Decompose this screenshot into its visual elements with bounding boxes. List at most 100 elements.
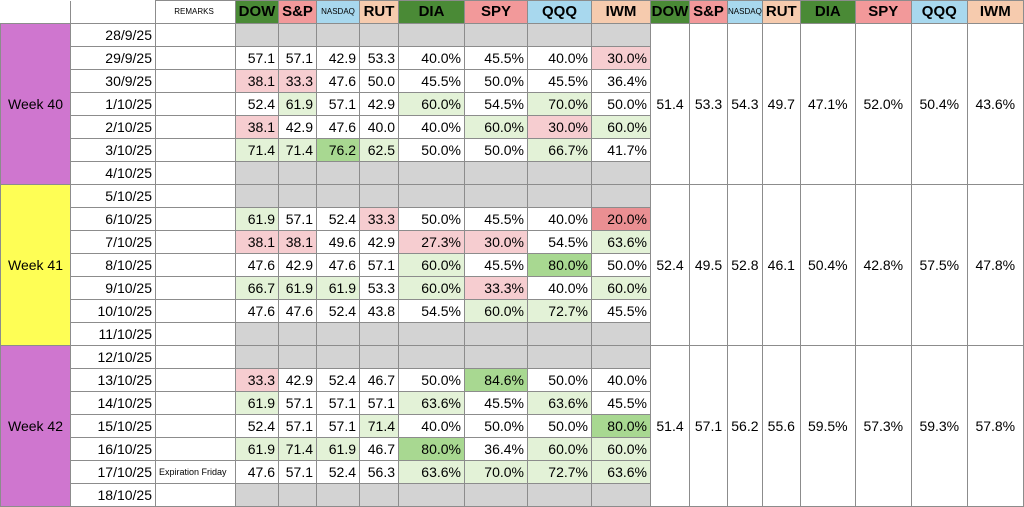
value-cell: 60.0% — [591, 115, 651, 139]
avg-header-sp: S&P — [689, 0, 728, 24]
value-cell — [359, 322, 399, 346]
avg-header-dia: DIA — [799, 0, 856, 24]
value-cell: 50.0% — [398, 138, 465, 162]
value-cell — [278, 322, 317, 346]
value-cell: 61.9 — [316, 276, 360, 300]
value-cell: 52.4 — [316, 299, 360, 323]
value-cell: 52.4 — [235, 414, 279, 438]
value-cell: 50.0 — [359, 69, 399, 93]
week-label: Week 40 — [0, 23, 71, 185]
date-cell: 12/10/25 — [70, 345, 156, 369]
value-cell: 70.0% — [527, 92, 592, 116]
value-cell: 36.4% — [591, 69, 651, 93]
value-cell — [235, 322, 279, 346]
value-cell: 38.1 — [235, 69, 279, 93]
remark-cell — [155, 161, 236, 185]
value-cell: 71.4 — [278, 138, 317, 162]
date-cell: 17/10/25 — [70, 460, 156, 484]
value-cell: 45.5% — [527, 69, 592, 93]
value-cell: 50.0% — [527, 368, 592, 392]
weekly-average-cell: 50.4% — [910, 23, 968, 185]
value-cell — [278, 161, 317, 185]
avg-header-dow: DOW — [650, 0, 690, 24]
value-cell — [398, 345, 465, 369]
value-cell — [359, 23, 399, 47]
remark-cell — [155, 322, 236, 346]
value-cell: 38.1 — [278, 230, 317, 254]
weekly-average-cell: 57.1 — [689, 345, 728, 507]
weekly-average-cell: 59.3% — [910, 345, 968, 507]
value-cell — [527, 483, 592, 507]
remark-cell — [155, 230, 236, 254]
value-cell — [398, 483, 465, 507]
value-cell: 52.4 — [316, 460, 360, 484]
table-row: 15/10/25 52.4 57.1 57.1 71.4 40.0% 50.0% 50.0% 8… — [1, 414, 1024, 438]
value-cell: 47.6 — [235, 299, 279, 323]
value-cell: 63.6% — [398, 391, 465, 415]
value-cell: 57.1 — [359, 253, 399, 277]
value-cell: 40.0% — [527, 276, 592, 300]
date-cell: 30/9/25 — [70, 69, 156, 93]
weekly-average-cell: 51.4 — [650, 23, 690, 185]
value-cell — [316, 23, 360, 47]
value-cell: 63.6% — [398, 460, 465, 484]
value-cell: 53.3 — [359, 46, 399, 70]
value-cell: 54.5% — [398, 299, 465, 323]
value-cell — [591, 161, 651, 185]
value-cell: 50.0% — [464, 414, 528, 438]
remark-cell — [155, 69, 236, 93]
value-cell: 40.0 — [359, 115, 399, 139]
value-cell: 56.3 — [359, 460, 399, 484]
value-cell: 40.0% — [527, 46, 592, 70]
avg-header-spy: SPY — [854, 0, 912, 24]
value-cell: 60.0% — [591, 437, 651, 461]
value-cell — [527, 184, 592, 208]
table-row: 10/10/25 47.6 47.6 52.4 43.8 54.5% 60.0% 72.7% 4… — [1, 299, 1024, 323]
value-cell: 50.0% — [527, 414, 592, 438]
date-cell: 2/10/25 — [70, 115, 156, 139]
value-cell: 60.0% — [591, 276, 651, 300]
value-cell: 46.7 — [359, 437, 399, 461]
value-cell: 57.1 — [278, 46, 317, 70]
value-cell: 45.5% — [398, 69, 465, 93]
remark-cell — [155, 437, 236, 461]
remark-cell — [155, 23, 236, 47]
remark-cell — [155, 414, 236, 438]
value-cell: 40.0% — [398, 115, 465, 139]
date-cell: 3/10/25 — [70, 138, 156, 162]
weekly-average-cell: 52.0% — [854, 23, 912, 185]
date-cell: 9/10/25 — [70, 276, 156, 300]
value-cell: 20.0% — [591, 207, 651, 231]
value-cell — [527, 161, 592, 185]
value-cell: 71.4 — [235, 138, 279, 162]
remark-cell — [155, 391, 236, 415]
value-cell: 33.3 — [235, 368, 279, 392]
table-row: 13/10/25 33.3 42.9 52.4 46.7 50.0% 84.6% 50.0% 4… — [1, 368, 1024, 392]
value-cell — [464, 23, 528, 47]
value-cell: 57.1 — [278, 207, 317, 231]
value-cell: 61.9 — [278, 276, 317, 300]
value-cell: 50.0% — [464, 69, 528, 93]
table-row: Week 42 12/10/25 51.4 57.1 56.2 55.6 59.5% 57.3… — [0, 345, 1024, 507]
date-cell: 6/10/25 — [70, 207, 156, 231]
date-cell: 8/10/25 — [70, 253, 156, 277]
value-cell: 53.3 — [359, 276, 399, 300]
value-cell: 42.9 — [278, 253, 317, 277]
value-cell: 66.7% — [527, 138, 592, 162]
value-cell: 60.0% — [464, 299, 528, 323]
table-row: 1/10/25 52.4 61.9 57.1 42.9 60.0% 54.5% 70.0% 50… — [1, 92, 1024, 116]
value-cell — [398, 23, 465, 47]
value-cell: 45.5% — [591, 391, 651, 415]
value-cell: 50.0% — [398, 368, 465, 392]
weekly-average-cell: 57.8% — [966, 345, 1024, 507]
value-cell: 70.0% — [464, 460, 528, 484]
value-cell: 63.6% — [591, 230, 651, 254]
remark-cell — [155, 483, 236, 507]
value-cell: 45.5% — [464, 253, 528, 277]
table-row: 2/10/25 38.1 42.9 47.6 40.0 40.0% 60.0% 30.0% 60… — [1, 115, 1024, 139]
value-cell: 47.6 — [235, 253, 279, 277]
remarks-header: REMARKS — [155, 0, 236, 24]
weekly-average-cell: 49.5 — [689, 184, 728, 346]
value-cell: 47.6 — [278, 299, 317, 323]
value-cell: 33.3 — [278, 69, 317, 93]
